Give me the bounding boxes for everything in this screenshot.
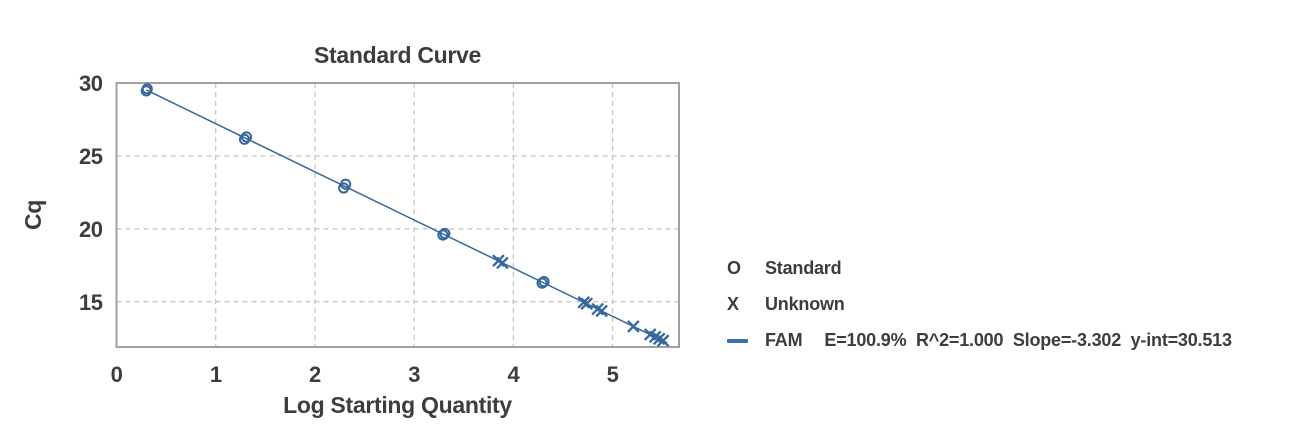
x-tick-label: 1 (210, 362, 222, 387)
unknown-point[interactable] (627, 320, 640, 333)
standard-point[interactable] (340, 178, 352, 190)
x-marker-stroke (577, 296, 591, 309)
x-marker-symbol: X (727, 293, 740, 314)
y-tick-label: 25 (79, 144, 103, 169)
x-marker-stroke (656, 334, 670, 348)
unknown-point[interactable] (496, 256, 509, 270)
standard-point[interactable] (240, 131, 253, 143)
y-tick-label: 20 (79, 217, 103, 242)
legend-item-standard: O Standard (727, 250, 1232, 286)
x-marker-stroke (648, 330, 662, 344)
line-swatch-wrap (727, 338, 765, 343)
standard-point[interactable] (141, 83, 153, 95)
regression-line-fam (145, 89, 668, 344)
unknown-point[interactable] (591, 302, 604, 316)
x-axis-label: Log Starting Quantity (283, 392, 512, 418)
standard-point[interactable] (536, 277, 548, 289)
x-marker-stroke (492, 254, 505, 267)
x-marker-stroke (627, 320, 640, 333)
plot-border (115, 82, 680, 348)
legend-item-unknown: X Unknown (727, 286, 1232, 322)
x-marker-stroke (652, 332, 666, 346)
unknown-point[interactable] (580, 297, 594, 310)
standard-point[interactable] (238, 133, 251, 145)
legend-fam-stats: E=100.9% R^2=1.000 Slope=-3.302 y-int=30… (824, 329, 1232, 350)
x-tick-label: 2 (309, 362, 321, 387)
x-tick-label: 3 (408, 362, 420, 387)
x-marker-stroke (580, 297, 594, 310)
legend-item-fam: FAM E=100.9% R^2=1.000 Slope=-3.302 y-in… (727, 322, 1232, 358)
y-tick-label: 15 (79, 290, 103, 315)
y-tick-label: 30 (79, 71, 103, 96)
x-tick-label: 4 (507, 362, 520, 387)
standard-point[interactable] (439, 227, 451, 240)
legend-label-unknown: Unknown (765, 293, 845, 314)
x-marker-stroke (595, 304, 608, 318)
unknown-point[interactable] (656, 334, 670, 348)
legend-label-standard: Standard (765, 257, 842, 278)
x-tick-label: 0 (111, 362, 123, 387)
standard-point[interactable] (538, 276, 550, 288)
legend: O Standard X Unknown FAM E=100.9% R^2=1.… (727, 250, 1232, 358)
line-swatch-icon (727, 338, 748, 343)
chart-title: Standard Curve (313, 42, 482, 68)
unknown-point[interactable] (577, 296, 591, 309)
x-tick-label: 5 (607, 362, 619, 387)
x-marker-stroke (496, 256, 509, 270)
circle-marker-symbol: O (727, 257, 742, 278)
standard-point[interactable] (437, 229, 449, 241)
unknown-point[interactable] (595, 304, 608, 318)
x-marker-stroke (643, 328, 657, 341)
x-marker-stroke (591, 302, 604, 316)
legend-label-fam: FAM (765, 329, 803, 350)
